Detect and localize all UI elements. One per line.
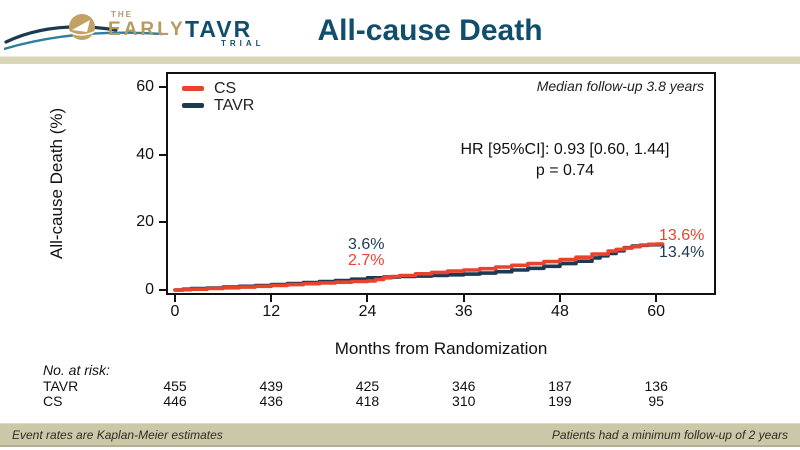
median-followup-note: Median follow-up 3.8 years <box>536 78 704 94</box>
x-tick-label: 0 <box>170 303 180 320</box>
y-tick-mark <box>159 153 166 156</box>
x-axis-label: Months from Randomization <box>334 339 548 358</box>
footer-note-right: Patients had a minimum follow-up of 2 ye… <box>551 428 788 442</box>
y-tick-label: 40 <box>136 145 154 163</box>
y-axis-label: All-cause Death (%) <box>47 107 66 260</box>
page-title: All-cause Death <box>317 14 543 47</box>
x-tick-mark <box>174 295 176 302</box>
risk-value-tavr: 439 <box>259 378 283 394</box>
logo-tavr-text: TAVR <box>185 16 253 42</box>
x-tick-label: 60 <box>647 303 666 320</box>
y-tick-mark <box>159 86 166 89</box>
y-tick-mark <box>159 289 166 291</box>
x-tick-label: 48 <box>551 303 569 320</box>
hazard-ratio-line: HR [95%CI]: 0.93 [0.60, 1.44] <box>460 141 670 158</box>
km-curves <box>173 242 665 292</box>
tavr-line-swatch <box>182 103 204 108</box>
y-tick-mark <box>159 221 166 224</box>
risk-value-cs: 436 <box>259 393 283 409</box>
x-tick-mark <box>655 295 658 302</box>
km-curve-cs <box>173 242 665 292</box>
risk-value-tavr: 187 <box>548 378 572 394</box>
plot-area <box>166 72 716 295</box>
two-year-rate-cs: 2.7% <box>348 252 385 269</box>
risk-row-label-tavr: TAVR <box>43 378 79 394</box>
footer-bar: Event rates are Kaplan-Meier estimates P… <box>0 423 800 447</box>
km-curve-tavr <box>173 242 665 292</box>
cs-line-swatch <box>182 86 204 91</box>
x-tick-label: 24 <box>358 303 377 320</box>
x-tick-label: 12 <box>262 303 281 320</box>
two-year-rate-tavr: 3.6% <box>348 236 385 253</box>
logo-trial-text: TRIAL <box>221 39 265 48</box>
x-tick-mark <box>366 295 369 302</box>
x-tick-mark <box>558 295 561 302</box>
x-tick-label: 36 <box>454 303 473 320</box>
early-tavr-logo-icon <box>4 14 164 51</box>
risk-value-cs: 418 <box>355 393 380 409</box>
logo-early-text: EARLY <box>108 19 186 40</box>
risk-value-cs: 199 <box>548 393 572 409</box>
footer-note-left: Event rates are Kaplan-Meier estimates <box>12 428 223 442</box>
risk-value-tavr: 346 <box>452 378 476 394</box>
risk-value-tavr: 455 <box>163 378 187 394</box>
y-tick-label: 0 <box>145 281 154 298</box>
risk-value-cs: 310 <box>452 393 476 409</box>
final-rate-tavr: 13.4% <box>659 244 705 261</box>
legend-label-cs: CS <box>214 79 237 97</box>
final-rate-cs: 13.6% <box>659 227 705 244</box>
risk-row-label-cs: CS <box>43 393 63 409</box>
risk-table-caption: No. at risk: <box>43 362 110 378</box>
risk-value-cs: 446 <box>163 393 187 409</box>
risk-value-tavr: 425 <box>355 378 380 394</box>
header-divider <box>0 56 800 64</box>
legend-item-cs: CS <box>182 80 254 97</box>
risk-value-cs: 95 <box>648 393 664 409</box>
logo-the-text: THE <box>111 10 133 19</box>
hazard-ratio-annotation: HR [95%CI]: 0.93 [0.60, 1.44] p = 0.74 <box>420 139 710 181</box>
legend: CS TAVR <box>182 80 254 114</box>
legend-item-tavr: TAVR <box>182 97 254 114</box>
y-tick-label: 60 <box>136 78 154 96</box>
legend-label-tavr: TAVR <box>214 96 255 114</box>
x-tick-mark <box>270 295 273 302</box>
y-tick-label: 20 <box>136 213 154 231</box>
p-value-line: p = 0.74 <box>535 162 595 179</box>
risk-value-tavr: 136 <box>644 378 668 394</box>
x-tick-mark <box>462 295 465 302</box>
